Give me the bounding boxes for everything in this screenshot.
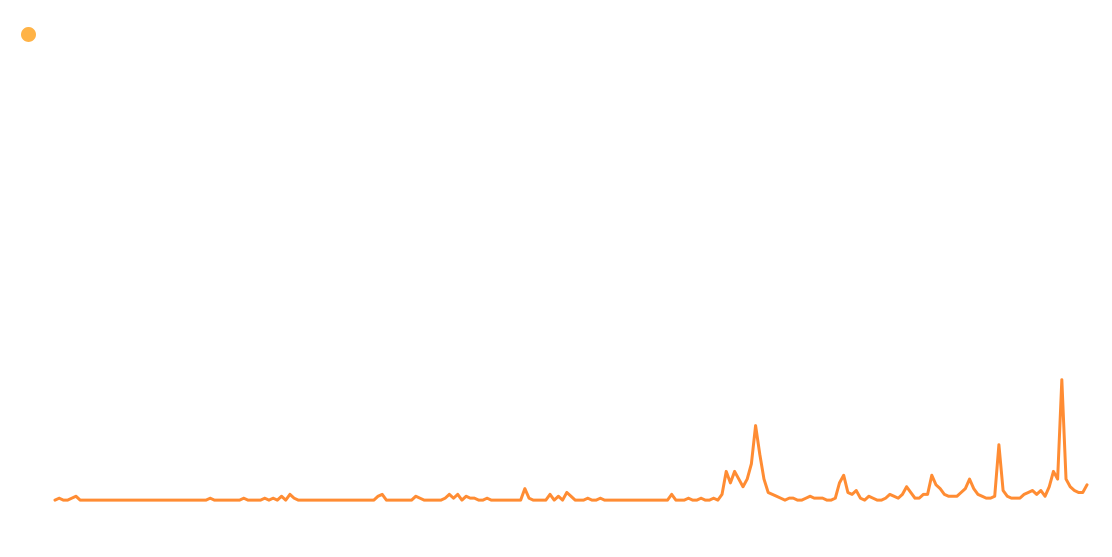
series-layer: [53, 378, 1089, 502]
series-line-0: [53, 378, 1089, 502]
legend-marker-icon: [21, 27, 36, 42]
